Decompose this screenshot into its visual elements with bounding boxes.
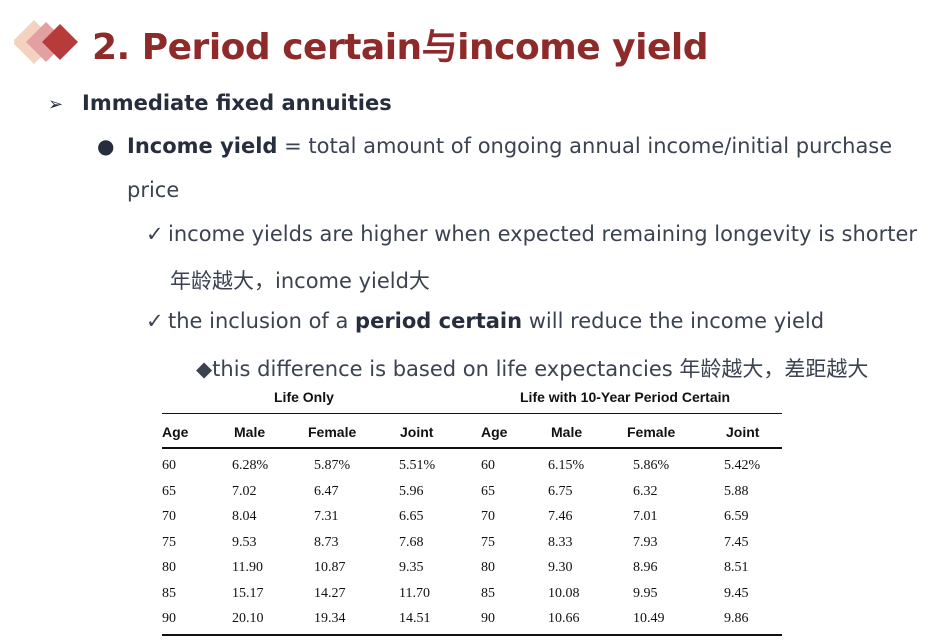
check-text: income yields are higher when expected r…	[168, 222, 918, 246]
table-cell: 60	[481, 458, 495, 473]
table-cell: 85	[481, 585, 495, 601]
table-cell: 60	[162, 458, 176, 473]
table-cell: 6.75	[548, 483, 573, 499]
table-cell: 5.86%	[633, 458, 670, 473]
column-header: Age	[162, 424, 189, 440]
check-icon: ✓	[146, 309, 164, 333]
table-cell: 5.96	[399, 483, 424, 499]
layered-diamonds-icon	[14, 20, 78, 64]
round-bullet-icon: ●	[97, 134, 115, 158]
table-cell: 75	[481, 534, 495, 550]
table-cell: 80	[481, 560, 495, 575]
table-cell: 6.47	[314, 483, 339, 499]
table-cell: 6.59	[724, 509, 749, 524]
table-cell: 8.51	[724, 560, 749, 575]
group-underline	[162, 413, 782, 414]
table-cell: 9.30	[548, 560, 573, 575]
income-yield-table: Life Only Life with 10-Year Period Certa…	[162, 386, 782, 636]
table-cell: 7.45	[724, 534, 749, 550]
diamond-text: this difference is based on life expecta…	[212, 357, 869, 381]
table-cell: 85	[162, 585, 176, 601]
table-cell: 10.66	[548, 611, 580, 626]
table-cell: 14.27	[314, 585, 346, 601]
arrow-bullet-icon: ➢	[48, 94, 64, 115]
column-header: Female	[308, 424, 357, 440]
table-cell: 8.73	[314, 534, 339, 550]
income-yield-term: Income yield	[127, 134, 278, 158]
table-cell: 10.49	[633, 611, 665, 626]
table-cell: 7.46	[548, 509, 573, 524]
table-cell: 6.32	[633, 483, 658, 499]
column-header: Female	[627, 424, 676, 440]
table-cell: 5.87%	[314, 458, 351, 473]
table-cell: 70	[481, 509, 495, 524]
check-item-longevity-note: 年龄越大，income yield大	[170, 269, 430, 293]
table-cell: 15.17	[232, 585, 264, 601]
table-cell: 6.15%	[548, 458, 585, 473]
table-cell: 10.87	[314, 560, 346, 575]
table-cell: 65	[481, 483, 495, 499]
check-icon: ✓	[146, 222, 164, 246]
table-cell: 8.96	[633, 560, 658, 575]
column-header: Joint	[400, 424, 434, 440]
check-text-post: will reduce the income yield	[522, 309, 825, 333]
table-cell: 90	[162, 611, 176, 626]
table-cell: 9.53	[232, 534, 257, 550]
table-cell: 6.65	[399, 509, 424, 524]
table-cell: 7.01	[633, 509, 658, 524]
bullet-immediate-fixed-annuities: ➢ Immediate fixed annuities	[48, 91, 392, 115]
table-cell: 5.42%	[724, 458, 761, 473]
bottom-rule	[162, 634, 782, 636]
check-item-longevity: ✓ income yields are higher when expected …	[146, 222, 917, 246]
bullet-text: Immediate fixed annuities	[82, 91, 392, 115]
page-title: 2. Period certain与income yield	[92, 27, 709, 68]
table-cell: 14.51	[399, 611, 431, 626]
bullet-income-yield: ● Income yield = total amount of ongoing …	[97, 134, 892, 158]
diamond-bullet-icon: ◆	[196, 357, 213, 381]
group-header-life-only: Life Only	[274, 389, 334, 405]
table-cell: 9.86	[724, 611, 749, 626]
table-cell: 19.34	[314, 611, 346, 626]
table-cell: 5.51%	[399, 458, 436, 473]
diamond-item-life-expectancy: ◆this difference is based on life expect…	[196, 353, 868, 383]
check-text-pre: the inclusion of a	[168, 309, 356, 333]
table-cell: 7.31	[314, 509, 339, 524]
table-cell: 8.04	[232, 509, 257, 524]
table-cell: 75	[162, 534, 176, 550]
group-header-period-certain: Life with 10-Year Period Certain	[520, 389, 731, 405]
table-cell: 5.88	[724, 483, 749, 499]
column-header: Joint	[726, 424, 760, 440]
income-yield-definition: = total amount of ongoing annual income/…	[277, 134, 893, 158]
table-cell: 10.08	[548, 585, 580, 601]
header-rule	[162, 447, 782, 449]
table-cell: 6.28%	[232, 458, 269, 473]
table-cell: 70	[162, 509, 176, 524]
check-item-period-certain: ✓ the inclusion of a period certain will …	[146, 309, 824, 333]
column-header: Age	[481, 424, 508, 440]
column-header: Male	[234, 424, 266, 440]
table-cell: 11.90	[232, 560, 263, 575]
table-cell: 9.45	[724, 585, 749, 601]
income-yield-definition-cont: price	[127, 178, 180, 202]
column-header: Male	[551, 424, 583, 440]
table-cell: 9.95	[633, 585, 658, 601]
table-cell: 11.70	[399, 585, 430, 601]
table-cell: 7.93	[633, 534, 658, 550]
table-cell: 7.68	[399, 534, 424, 550]
table-cell: 65	[162, 483, 176, 499]
table-cell: 9.35	[399, 560, 424, 575]
table-cell: 8.33	[548, 534, 573, 550]
table-cell: 90	[481, 611, 495, 626]
table-cell: 7.02	[232, 483, 257, 499]
table-cell: 20.10	[232, 611, 264, 626]
table-cell: 80	[162, 560, 176, 575]
period-certain-term: period certain	[355, 309, 523, 333]
